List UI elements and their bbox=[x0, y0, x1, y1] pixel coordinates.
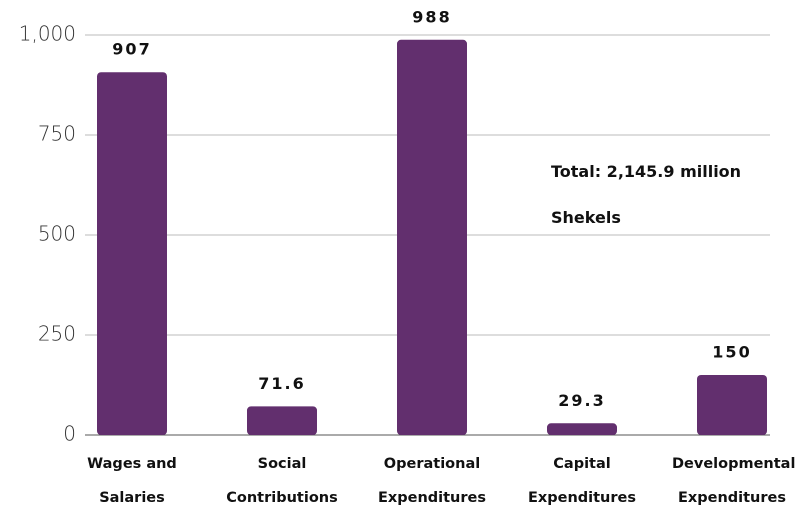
value-label: 71.6 bbox=[258, 374, 305, 393]
x-tick-label: Operational Expenditures bbox=[377, 456, 486, 506]
bar bbox=[397, 39, 467, 436]
y-tick-label: 1,000 bbox=[19, 22, 76, 46]
x-tick-label: Capital Expenditures bbox=[527, 456, 636, 506]
y-tick-label: 500 bbox=[38, 222, 76, 246]
annotation: Total: 2,145.9 million Shekels bbox=[551, 162, 742, 227]
x-tick-label: Wages and Salaries bbox=[87, 456, 177, 506]
bar bbox=[697, 375, 767, 435]
y-tick-label: 250 bbox=[38, 322, 76, 346]
value-label: 907 bbox=[112, 40, 151, 59]
bar bbox=[247, 406, 317, 435]
x-tick-label: Developmental Expenditures bbox=[672, 456, 796, 506]
bar bbox=[547, 423, 617, 435]
value-label: 150 bbox=[712, 343, 751, 362]
y-tick-label: 0 bbox=[63, 422, 76, 446]
value-label: 988 bbox=[412, 7, 451, 26]
bar bbox=[97, 72, 167, 435]
y-tick-label: 750 bbox=[38, 122, 76, 146]
value-label: 29.3 bbox=[558, 391, 605, 410]
x-tick-label: Social Contributions bbox=[226, 456, 338, 506]
